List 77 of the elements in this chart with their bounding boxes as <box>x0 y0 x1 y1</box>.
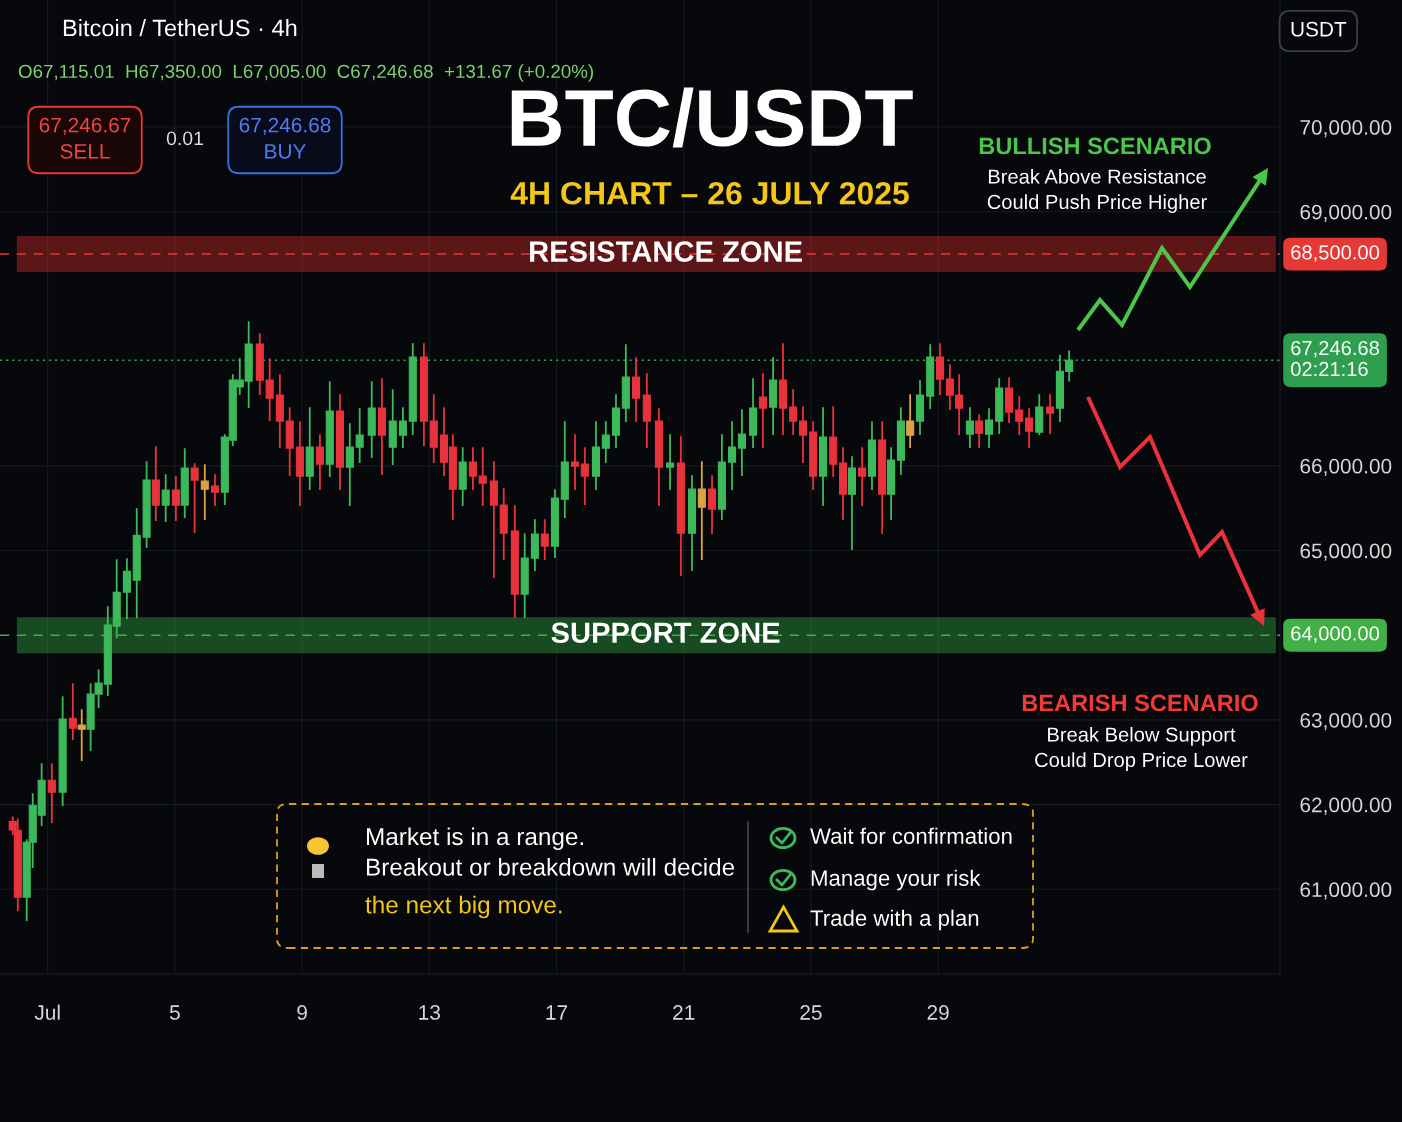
annotation: Wait for confirmation <box>810 827 1012 844</box>
annotation: 0.01 <box>166 131 203 146</box>
text: 4H CHART – 26 JULY 2025 <box>510 181 909 205</box>
candlestick <box>478 447 487 507</box>
candlestick <box>68 683 77 741</box>
candlestick <box>530 519 539 572</box>
band-label: SUPPORT ZONE <box>551 622 780 644</box>
annotation: 67,246.67 SELL <box>39 117 131 159</box>
candlestick <box>580 447 589 506</box>
candlestick <box>798 406 808 464</box>
text: USDT <box>1291 21 1347 37</box>
candlestick <box>707 475 717 535</box>
candlestick <box>345 423 354 507</box>
candlestick <box>489 461 498 579</box>
y-tick-label: 61,000.00 <box>1300 882 1392 900</box>
ref-line-label: 67,246.68 02:21:16 <box>1291 340 1379 377</box>
y-tick-label: 63,000.00 <box>1300 712 1392 731</box>
candlestick <box>935 343 945 395</box>
candlestick <box>697 461 706 561</box>
candlestick <box>398 407 407 449</box>
y-tick-label: 66,000.00 <box>1300 458 1392 477</box>
candlestick <box>540 519 549 561</box>
x-tick-label: 29 <box>927 1005 949 1020</box>
x-tick-label: 9 <box>297 1005 307 1020</box>
candlestick <box>1046 394 1055 435</box>
annotation: Break Below Support Could Drop Price Lower <box>1035 726 1248 772</box>
y-tick-label: 69,000.00 <box>1300 204 1392 222</box>
candlestick <box>1025 408 1034 449</box>
candlestick <box>265 358 274 421</box>
candlestick <box>665 434 675 491</box>
candlestick <box>789 389 798 436</box>
candlestick <box>200 464 209 521</box>
candlestick <box>210 474 220 507</box>
x-tick-label: 5 <box>169 1005 180 1020</box>
x-tick-label: 17 <box>546 1005 568 1020</box>
candlestick <box>355 408 364 464</box>
band-label: RESISTANCE ZONE <box>530 241 802 262</box>
candlestick <box>601 421 610 464</box>
y-tick-label: 62,000.00 <box>1300 797 1392 815</box>
annotation: BEARISH SCENARIO <box>1022 694 1258 712</box>
candlestick <box>858 447 867 507</box>
x-tick-label: 13 <box>419 1005 440 1020</box>
candlestick <box>77 709 86 762</box>
annotation: Break Above Resistance Could Push Price Higher <box>987 168 1207 214</box>
annotation: Manage your risk <box>811 869 981 891</box>
annotation: the next big move. <box>365 895 562 919</box>
candlestick <box>728 421 737 491</box>
annotation: Trade with a plan <box>810 909 979 931</box>
text: BTC/USDT <box>511 87 913 148</box>
candlestick <box>737 409 746 477</box>
x-tick-label: 21 <box>673 1005 695 1020</box>
candlestick <box>631 357 641 423</box>
x-tick-label: 25 <box>800 1005 822 1020</box>
y-tick-label: 70,000.00 <box>1300 120 1392 138</box>
candlestick <box>965 407 974 449</box>
candlestick <box>570 434 580 491</box>
candlestick <box>171 476 180 522</box>
annotation: Market is in a range. Breakout or breakdown will decide <box>366 827 735 876</box>
candlestick <box>161 474 170 523</box>
candlestick <box>906 394 915 449</box>
y-tick-label: 65,000.00 <box>1300 543 1392 561</box>
ref-line-label: 64,000.00 <box>1291 626 1380 643</box>
annotation: Bitcoin / TetherUS · 4h <box>63 19 297 37</box>
candlestick <box>122 558 131 620</box>
candlestick <box>984 408 994 449</box>
annotation: O67,115.01 H67,350.00 L67,005.00 C67,246.68 +131.67 (+0.20%) <box>18 64 593 82</box>
candlestick <box>1015 396 1024 436</box>
ref-line-label: 68,500.00 <box>1291 245 1380 262</box>
candlestick <box>315 434 324 491</box>
candlestick <box>975 414 984 449</box>
annotation: 67,246.68 BUY <box>239 117 331 159</box>
candlestick <box>190 463 199 534</box>
candlestick <box>758 373 767 449</box>
annotation: BULLISH SCENARIO <box>979 137 1211 155</box>
candlestick <box>468 447 477 491</box>
candlestick <box>47 763 56 824</box>
x-tick-label: Jul <box>34 1004 60 1020</box>
